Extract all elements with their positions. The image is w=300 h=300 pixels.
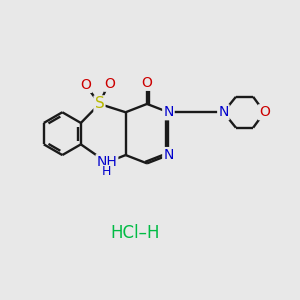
Text: N: N xyxy=(163,105,174,119)
Text: N: N xyxy=(163,148,174,162)
Text: O: O xyxy=(104,77,115,91)
Text: O: O xyxy=(142,76,152,90)
Text: HCl–H: HCl–H xyxy=(110,224,160,242)
Text: H: H xyxy=(102,166,112,178)
Text: S: S xyxy=(94,96,104,111)
Text: N: N xyxy=(218,105,229,119)
Text: O: O xyxy=(80,78,91,92)
Text: O: O xyxy=(259,105,270,119)
Text: NH: NH xyxy=(97,155,117,169)
